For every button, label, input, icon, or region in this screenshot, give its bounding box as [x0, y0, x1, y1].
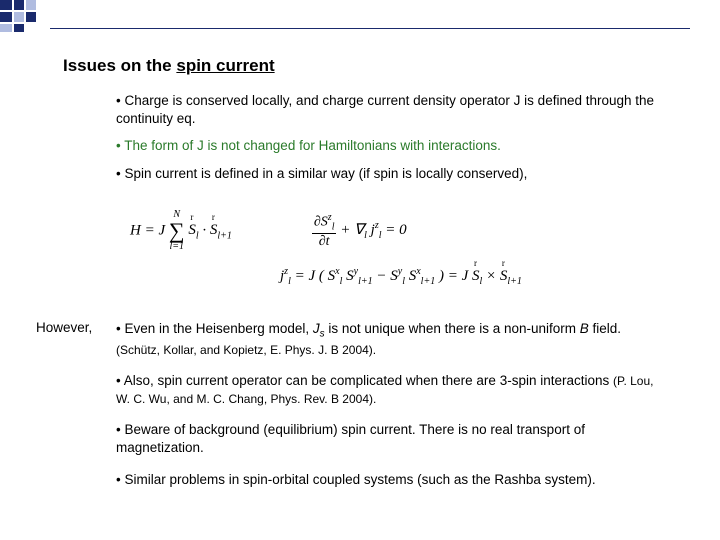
formula-row-2: jzl = J ( Sxl Syl+1 − Syl Sxl+1 ) = J Sl… — [130, 266, 630, 287]
spin-l: S — [188, 222, 196, 239]
bullet-form-not-changed: • The form of J is not changed for Hamil… — [116, 137, 656, 155]
bullet-spin-orbital: • Similar problems in spin-orbital coupl… — [116, 471, 656, 489]
reference: (Schütz, Kollar, and Kopietz, E. Phys. J… — [116, 343, 376, 357]
sum-symbol: N ∑ l=1 — [169, 210, 185, 252]
bullet-heisenberg: • Even in the Heisenberg model, Js is no… — [116, 320, 656, 358]
bullet-3spin: • Also, spin current operator can be com… — [116, 372, 656, 407]
text: • Beware of background (equilibrium) spi… — [116, 422, 585, 455]
bullet-background: • Beware of background (equilibrium) spi… — [116, 421, 656, 456]
slide-title: Issues on the spin current — [63, 56, 275, 76]
text: is not unique when there is a non-unifor… — [325, 321, 580, 336]
spin-l1-rhs: S — [500, 268, 508, 285]
sum-bot: l=1 — [169, 242, 184, 252]
horizontal-rule — [50, 28, 690, 29]
formula-block: H = J N ∑ l=1 Sl · Sl+1 ∂Szl ∂t + ∇l jzl… — [130, 210, 630, 300]
h-prefix: H = J — [130, 222, 165, 238]
upper-bullets: • Charge is conserved locally, and charg… — [116, 92, 656, 192]
lower-bullets: • Even in the Heisenberg model, Js is no… — [116, 320, 656, 502]
corner-decoration — [0, 0, 80, 60]
bullet-text: • Charge is conserved locally, and charg… — [116, 93, 654, 126]
spin-l-rhs: S — [472, 268, 480, 285]
bullet-spin-current-defined: • Spin current is defined in a similar w… — [116, 165, 656, 183]
title-underlined: spin current — [176, 56, 274, 75]
fraction: ∂Szl ∂t — [312, 212, 337, 249]
text: • Also, spin current operator can be com… — [116, 373, 613, 388]
bullet-text: • Spin current is defined in a similar w… — [116, 166, 527, 181]
title-plain: Issues on the — [63, 56, 176, 75]
text: field. — [589, 321, 621, 336]
bullet-text: • The form of J is not changed for Hamil… — [116, 138, 501, 153]
text: • Even in the Heisenberg model, — [116, 321, 313, 336]
current-def: jzl = J ( Sxl Syl+1 − Syl Sxl+1 ) = J Sl… — [280, 266, 522, 287]
hamiltonian: H = J N ∑ l=1 Sl · Sl+1 — [130, 210, 232, 252]
continuity-eq: ∂Szl ∂t + ∇l jzl = 0 — [312, 212, 407, 249]
text: • Similar problems in spin-orbital coupl… — [116, 472, 596, 487]
spin-l1: S — [210, 222, 218, 239]
formula-row-1: H = J N ∑ l=1 Sl · Sl+1 ∂Szl ∂t + ∇l jzl… — [130, 210, 630, 252]
dot: · — [202, 222, 210, 238]
bullet-charge-conserved: • Charge is conserved locally, and charg… — [116, 92, 656, 127]
however-label: However, — [36, 320, 92, 335]
